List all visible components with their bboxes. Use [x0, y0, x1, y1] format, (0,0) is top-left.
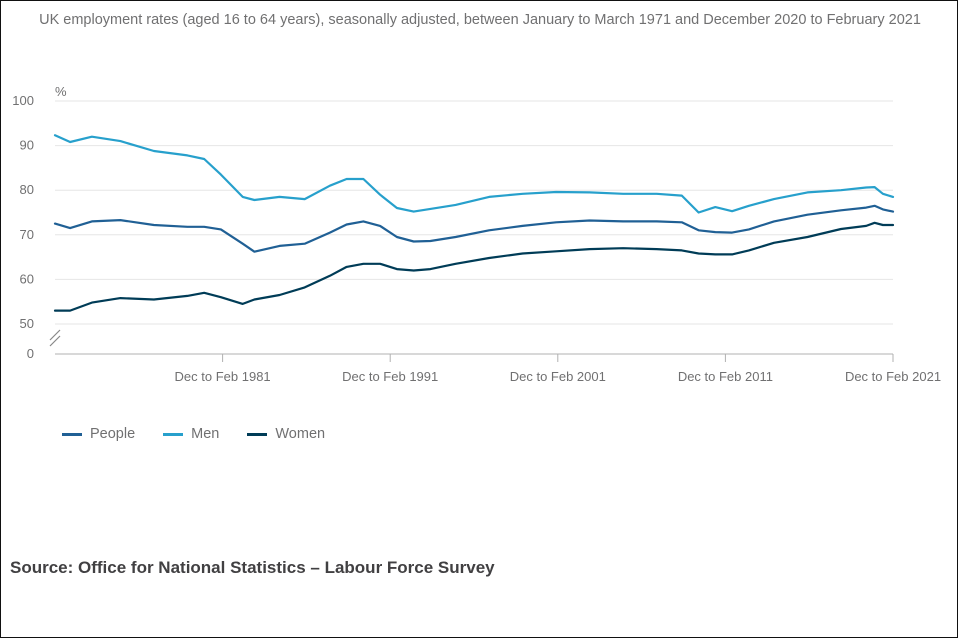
- series-line-women: [53, 221, 895, 312]
- x-tick-label-2: Dec to Feb 2001: [510, 369, 606, 384]
- chart-legend: People Men Women: [62, 426, 325, 442]
- x-tick-label-3: Dec to Feb 2011: [678, 369, 773, 384]
- legend-label-people: People: [90, 426, 136, 442]
- axis-break-mark-1: [49, 329, 61, 341]
- legend-swatch-women: [247, 432, 268, 436]
- y-tick-label-60: 60: [20, 271, 34, 286]
- x-tick-label-1: Dec to Feb 1991: [342, 369, 438, 384]
- legend-swatch-people: [62, 432, 82, 436]
- series-line-people: [53, 204, 895, 253]
- y-tick-label-80: 80: [20, 182, 34, 197]
- x-tick-label-4: Dec to Feb 2021: [845, 369, 941, 384]
- y-tick-label-50: 50: [20, 316, 34, 331]
- x-tick-label-0: Dec to Feb 1981: [175, 369, 271, 384]
- axis-break-mark-2: [49, 335, 61, 347]
- y-tick-label-0: 0: [27, 346, 34, 361]
- series-line-men: [53, 134, 895, 214]
- source-note: Source: Office for National Statistics –…: [10, 558, 495, 577]
- legend-label-women: Women: [275, 426, 326, 442]
- y-tick-label-70: 70: [20, 227, 34, 242]
- y-tick-label-90: 90: [20, 138, 34, 153]
- y-tick-label-100: 100: [12, 93, 34, 108]
- legend-label-men: Men: [191, 426, 220, 442]
- legend-item-people[interactable]: People: [62, 426, 135, 442]
- y-axis-unit-label: %: [55, 84, 67, 99]
- legend-item-men[interactable]: Men: [163, 426, 219, 442]
- legend-item-women[interactable]: Women: [247, 426, 325, 442]
- chart-title: UK employment rates (aged 16 to 64 years…: [39, 12, 921, 28]
- legend-swatch-men: [163, 432, 184, 436]
